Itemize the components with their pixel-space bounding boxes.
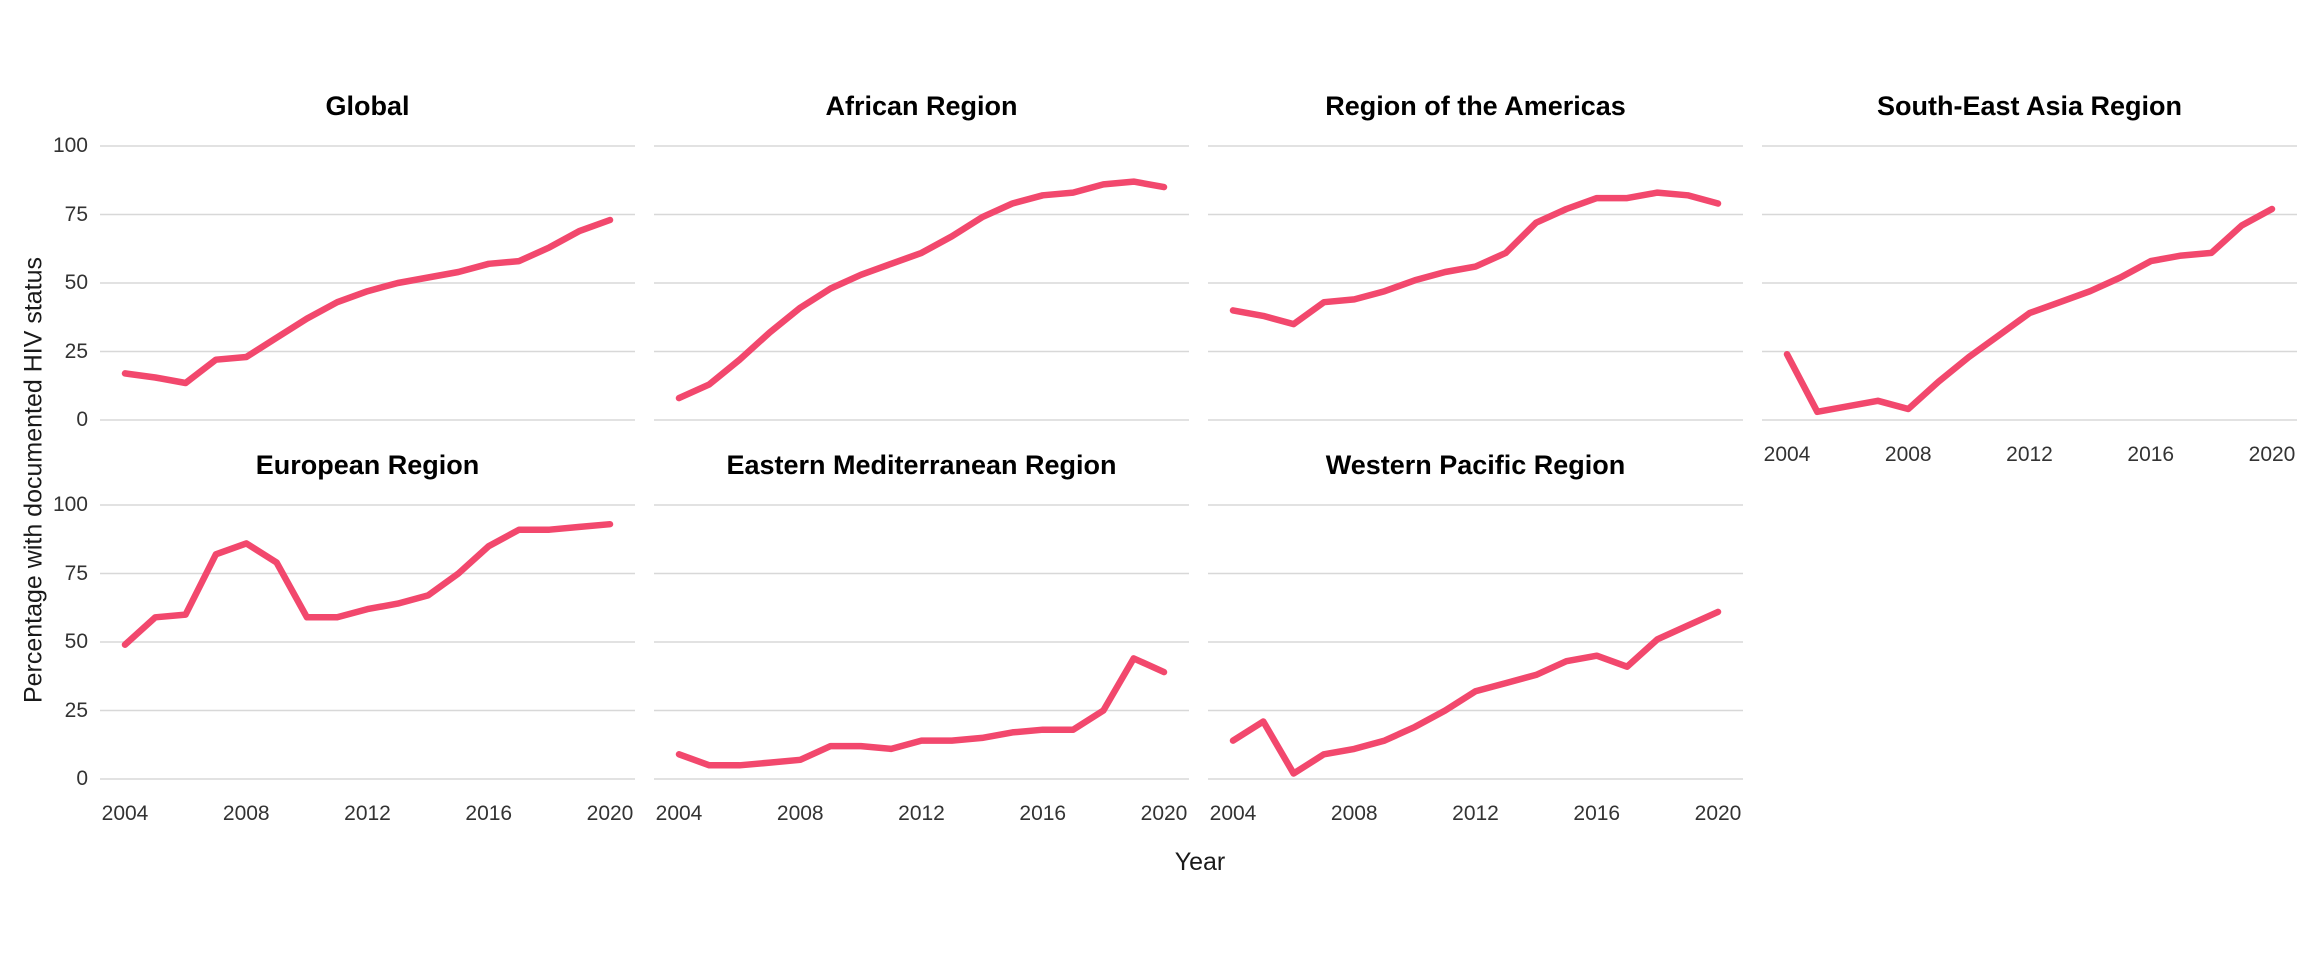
data-line [121, 216, 614, 387]
data-line [121, 520, 614, 648]
data-line [1783, 205, 2276, 416]
x-tick-label: 2008 [1330, 802, 1378, 825]
facet-panel: South-East Asia Region 2004 2008 2012 2016 20… [1762, 91, 2297, 466]
y-tick-label: 100 [52, 493, 88, 516]
y-tick-label: 100 [52, 134, 88, 157]
y-tick-label: 75 [64, 202, 88, 226]
facet-panel: European Region 0 25 50 75 100 2004 2008 2012 201… [53, 450, 635, 825]
x-tick-label: 2016 [465, 802, 513, 825]
facet-title: African Region [825, 91, 1018, 121]
x-tick-label: 2012 [1452, 802, 1499, 825]
facet-plot-area [1208, 145, 1743, 421]
x-tick-label: 2016 [2127, 443, 2175, 466]
y-tick-label: 0 [76, 408, 88, 431]
facet-title: Region of the Americas [1325, 91, 1626, 121]
facet-plot-area [100, 504, 635, 780]
x-tick-label: 2004 [1763, 443, 1811, 466]
y-tick-label: 50 [64, 630, 88, 653]
x-tick-label: 2016 [1573, 802, 1621, 825]
data-line [1229, 608, 1722, 777]
data-line [675, 655, 1168, 769]
x-tick-label: 2020 [1694, 802, 1742, 825]
x-tick-label: 2008 [222, 802, 270, 825]
facet-title: European Region [255, 450, 480, 480]
facet-title: Eastern Mediterranean Region [726, 450, 1117, 480]
x-tick-label: 2020 [586, 802, 634, 825]
facet-plot-area [654, 504, 1189, 780]
facet-plot-area [100, 145, 635, 421]
y-tick-label: 0 [76, 767, 88, 790]
facet-plot-area [654, 145, 1189, 421]
y-tick-label: 25 [64, 698, 88, 722]
x-tick-label: 2012 [898, 802, 945, 825]
x-tick-label: 2016 [1019, 802, 1067, 825]
y-tick-label: 25 [64, 339, 88, 363]
facet-title: Western Pacific Region [1325, 450, 1626, 480]
x-tick-label: 2004 [655, 802, 703, 825]
x-tick-label: 2004 [101, 802, 149, 825]
facet-panel: Global 0 25 50 75 100 [53, 91, 635, 433]
facet-plot-area [1208, 504, 1743, 780]
y-tick-label: 75 [64, 561, 88, 585]
x-tick-label: 2004 [1209, 802, 1257, 825]
facet-title: South-East Asia Region [1876, 91, 2183, 121]
y-tick-label: 50 [64, 271, 88, 294]
x-tick-label: 2020 [2248, 443, 2296, 466]
data-line [1229, 189, 1722, 328]
x-tick-label: 2008 [1884, 443, 1932, 466]
x-tick-label: 2012 [2006, 443, 2053, 466]
x-tick-label: 2012 [344, 802, 391, 825]
facet-panel: Eastern Mediterranean Region 2004 2008 2012… [654, 450, 1189, 825]
x-tick-label: 2008 [776, 802, 824, 825]
facet-title: Global [325, 91, 410, 121]
x-axis-title: Year [1174, 848, 1226, 876]
facet-plot-area [1762, 145, 2297, 421]
facet-panel: African Region [654, 91, 1189, 433]
x-tick-label: 2020 [1140, 802, 1188, 825]
data-line [675, 178, 1168, 402]
facet-panel: Western Pacific Region 2004 2008 2012 2016 20… [1208, 450, 1743, 825]
facet-panel: Region of the Americas [1208, 91, 1743, 433]
